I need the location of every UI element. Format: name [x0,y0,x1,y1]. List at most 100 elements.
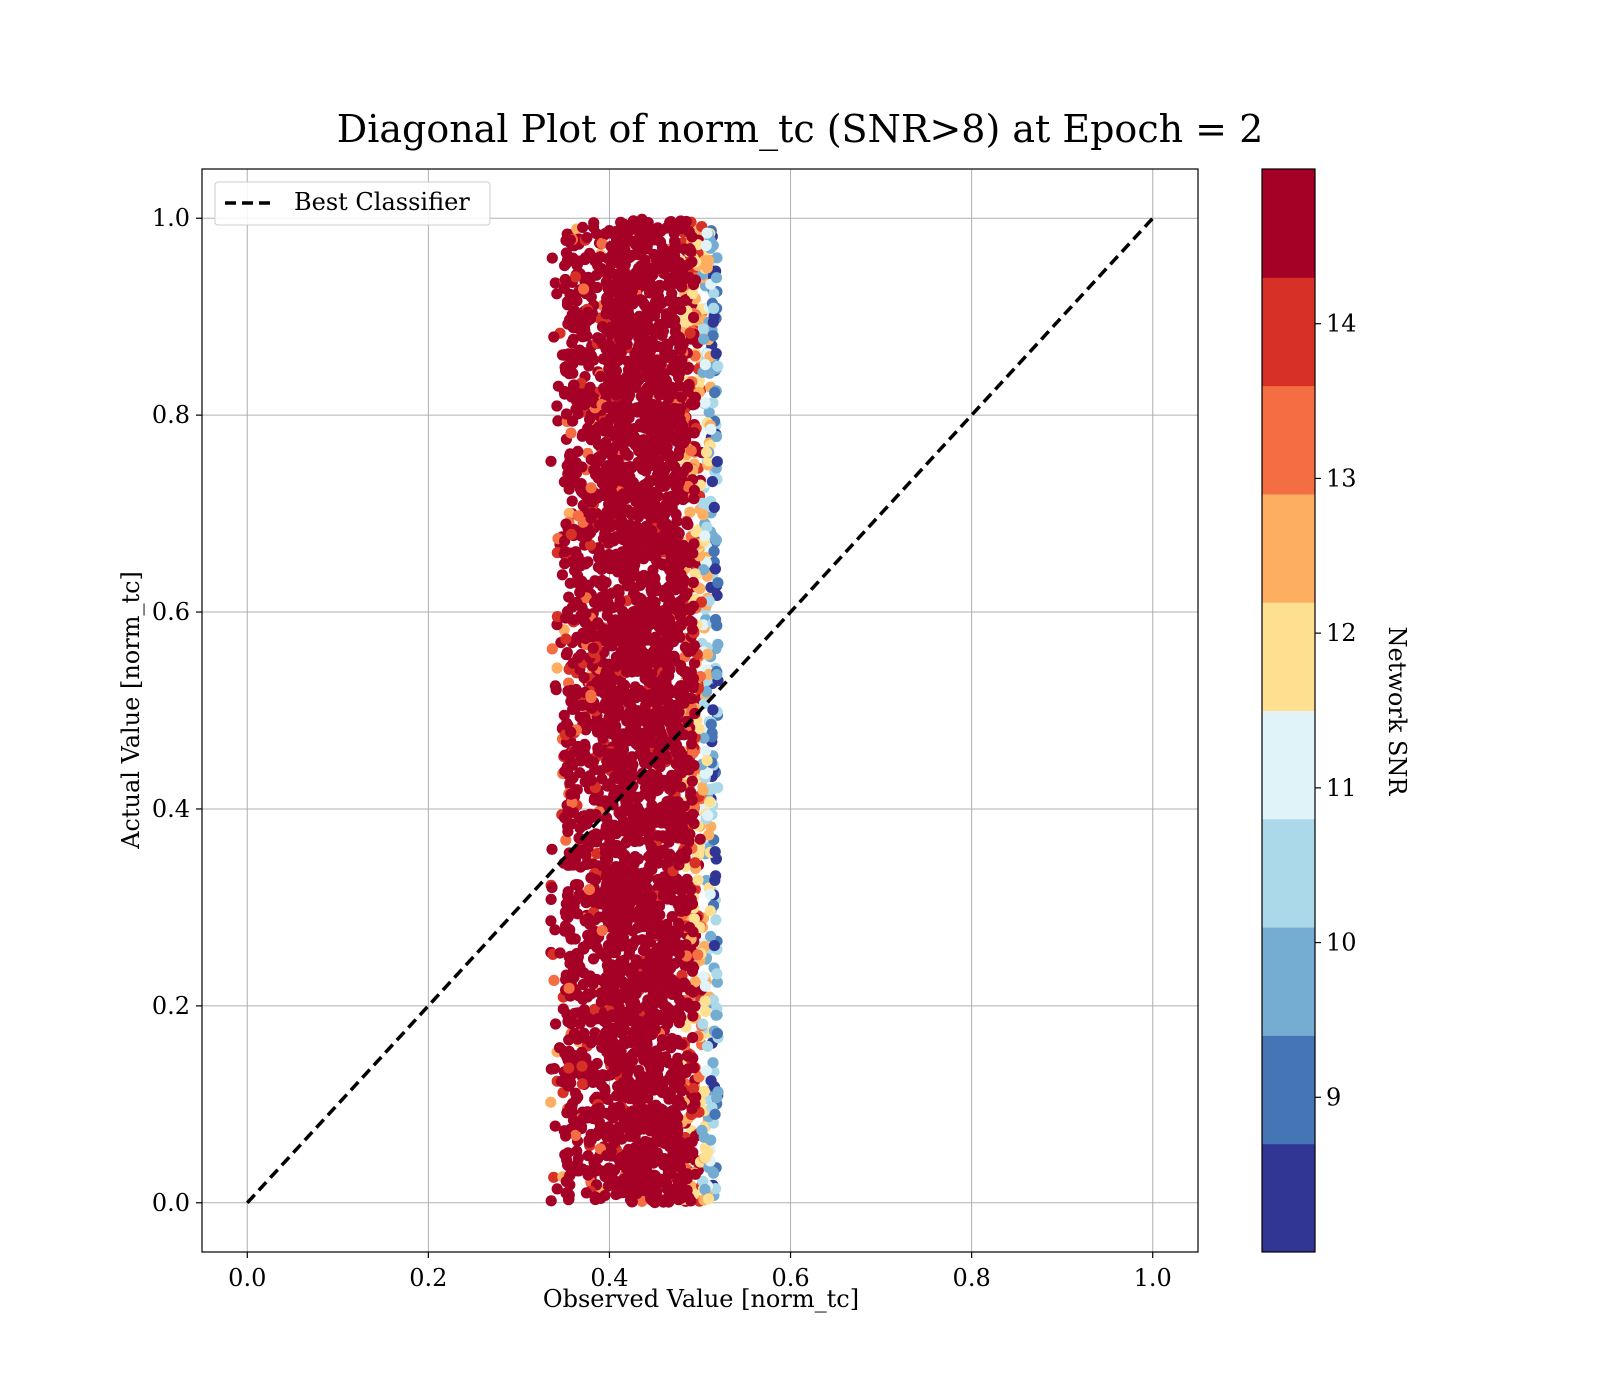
scatter-point [662,1191,674,1203]
colorbar-tick-label: 10 [1326,929,1357,957]
scatter-point [643,504,655,516]
scatter-point [615,1123,627,1135]
scatter-point [594,746,606,758]
scatter-point [706,476,719,488]
scatter-point [634,220,647,232]
scatter-point [629,1169,641,1182]
colorbar-tick-label: 13 [1326,464,1357,492]
scatter-point [560,518,572,530]
scatter-point [586,621,598,633]
scatter-point [676,680,688,692]
scatter-point [619,825,631,837]
colorbar-bin [1262,818,1315,928]
scatter-point [582,1150,594,1162]
scatter-point [625,433,637,445]
scatter-point [545,1195,557,1207]
scatter-point [697,971,709,983]
scatter-point [588,925,600,937]
scatter-point [600,1017,612,1029]
scatter-point [563,1160,575,1172]
scatter-point [565,726,577,738]
scatter-point [643,475,655,487]
scatter-point [583,884,596,896]
scatter-point [651,585,663,597]
scatter-point [578,819,590,831]
scatter-point [600,1126,612,1138]
scatter-point [570,1129,582,1141]
scatter-point [569,565,581,577]
scatter-point [638,319,651,331]
scatter-point [582,1169,594,1181]
scatter-point [656,733,668,745]
scatter-point [673,948,685,960]
scatter-point [576,1078,589,1090]
y-tick-label: 0.6 [152,598,190,626]
scatter-point [688,657,701,669]
scatter-point [644,345,657,357]
scatter-point [609,1102,622,1114]
scatter-point [565,684,578,697]
scatter-point [548,1171,560,1183]
scatter-point [621,1108,633,1120]
scatter-point [709,846,721,858]
scatter-point [654,1074,666,1086]
x-axis-label: Observed Value [norm_tc] [543,1285,859,1313]
scatter-point [704,796,716,808]
scatter-point [672,816,684,828]
scatter-point [562,806,574,818]
scatter-point [698,732,710,744]
scatter-point [657,998,669,1010]
scatter-point [661,341,674,353]
scatter-point [687,986,699,998]
scatter-point [587,642,599,654]
colorbar-tick-label: 14 [1326,310,1357,338]
scatter-point [592,561,605,573]
scatter-point [639,550,651,562]
scatter-point [647,437,659,449]
scatter-point [711,1092,723,1104]
scatter-point [672,471,684,483]
scatter-point [562,886,574,898]
scatter-point [709,563,722,575]
scatter-point [574,398,586,410]
scatter-point [619,854,631,866]
scatter-point [625,619,637,631]
scatter-point [659,480,671,492]
scatter-point [603,682,615,694]
scatter-point [603,339,615,351]
scatter-point [649,816,662,829]
scatter-point [582,1106,594,1118]
scatter-point [591,676,603,688]
scatter-point [707,994,720,1006]
scatter-point [610,1090,623,1102]
scatter-point [614,595,626,607]
scatter-point [639,1075,651,1087]
scatter-point [606,640,618,652]
scatter-point [700,1065,712,1077]
colorbar-tick-label: 11 [1326,774,1357,802]
scatter-point [631,240,643,252]
scatter-point [654,319,666,331]
scatter-point [636,593,648,606]
scatter-point [673,331,686,343]
scatter-point [616,501,628,513]
scatter-point [675,694,687,706]
scatter-point [663,716,675,729]
scatter-point [686,965,699,977]
scatter-point [687,1032,699,1044]
scatter-point [701,227,713,239]
scatter-point [697,1018,709,1030]
scatter-point [666,624,679,637]
scatter-point [573,255,585,267]
scatter-point [581,330,593,342]
scatter-point [685,666,697,678]
scatter-point [647,530,659,542]
scatter-point [674,342,686,354]
scatter-point [613,376,625,388]
scatter-point [608,726,620,738]
scatter-point [635,534,647,547]
scatter-point [615,864,627,876]
scatter-point [672,486,684,498]
y-tick-label: 0.8 [152,401,190,429]
